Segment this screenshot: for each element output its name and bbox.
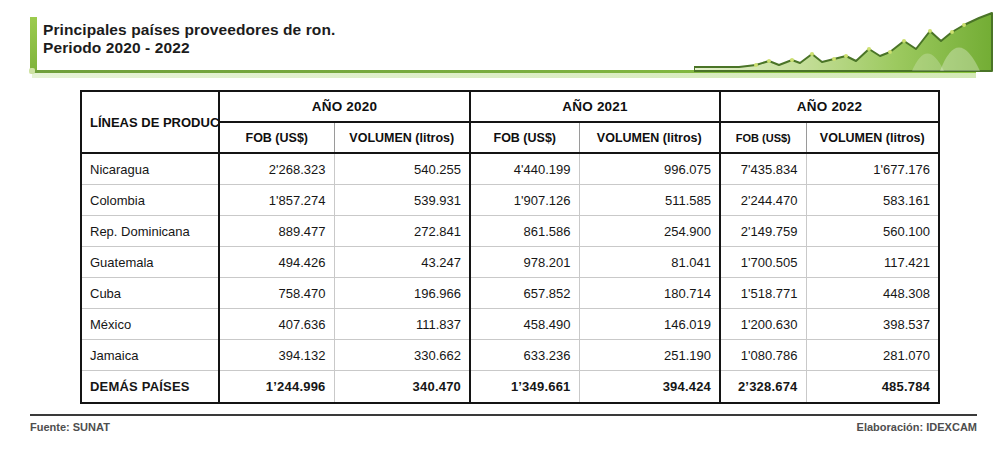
decorative-area-chart-icon — [694, 0, 996, 74]
cell-fob-2020: 1'857.274 — [219, 185, 334, 216]
row-label: México — [81, 309, 219, 340]
cell-fob-2022: 2’328.674 — [720, 371, 806, 404]
cell-fob-2021: 1'907.126 — [470, 185, 579, 216]
cell-volumen-2020: 330.662 — [334, 340, 470, 371]
table-row-colombia: Colombia 1'857.274 539.931 1'907.126 511… — [81, 185, 939, 216]
table-row-jamaica: Jamaica 394.132 330.662 633.236 251.190 … — [81, 340, 939, 371]
cell-fob-2020: 1’244.996 — [219, 371, 334, 404]
year-header-row: LÍNEAS DE PRODUCTOS AÑO 2020 AÑO 2021 AÑ… — [81, 91, 939, 122]
title-line1: Principales países proveedores de ron. — [43, 21, 335, 39]
header-divider-dot — [29, 68, 35, 74]
cell-volumen-2021: 81.041 — [579, 247, 720, 278]
row-label: Cuba — [81, 278, 219, 309]
cell-volumen-2020: 111.837 — [334, 309, 470, 340]
source-text: Fuente: SUNAT — [30, 421, 110, 433]
cell-fob-2020: 889.477 — [219, 216, 334, 247]
row-label: Guatemala — [81, 247, 219, 278]
cell-volumen-2021: 394.424 — [579, 371, 720, 404]
cell-volumen-2022: 583.161 — [806, 185, 939, 216]
cell-fob-2022: 2'149.759 — [720, 216, 806, 247]
cell-fob-2021: 458.490 — [470, 309, 579, 340]
title-line2: Periodo 2020 - 2022 — [43, 39, 335, 57]
cell-fob-2021: 861.586 — [470, 216, 579, 247]
cell-volumen-2022: 485.784 — [806, 371, 939, 404]
year-header-2020: AÑO 2020 — [219, 91, 470, 122]
cell-volumen-2022: 398.537 — [806, 309, 939, 340]
cell-fob-2021: 1’349.661 — [470, 371, 579, 404]
cell-fob-2021: 978.201 — [470, 247, 579, 278]
cell-volumen-2021: 180.714 — [579, 278, 720, 309]
elaboration-text: Elaboración: IDEXCAM — [857, 421, 977, 433]
footer-divider — [30, 414, 977, 416]
year-header-2021: AÑO 2021 — [470, 91, 720, 122]
table-row-demas-paises: DEMÁS PAÍSES 1’244.996 340.470 1’349.661… — [81, 371, 939, 404]
row-label: Jamaica — [81, 340, 219, 371]
cell-volumen-2022: 448.308 — [806, 278, 939, 309]
subheader-fob-2021: FOB (US$) — [470, 122, 579, 153]
cell-volumen-2021: 146.019 — [579, 309, 720, 340]
row-label: DEMÁS PAÍSES — [81, 371, 219, 404]
table-row-mexico: México 407.636 111.837 458.490 146.019 1… — [81, 309, 939, 340]
cell-fob-2021: 657.852 — [470, 278, 579, 309]
cell-volumen-2020: 539.931 — [334, 185, 470, 216]
cell-volumen-2020: 196.966 — [334, 278, 470, 309]
cell-volumen-2021: 511.585 — [579, 185, 720, 216]
table-row-guatemala: Guatemala 494.426 43.247 978.201 81.041 … — [81, 247, 939, 278]
row-label: Nicaragua — [81, 153, 219, 185]
subheader-fob-2020: FOB (US$) — [219, 122, 334, 153]
cell-volumen-2020: 340.470 — [334, 371, 470, 404]
cell-volumen-2020: 272.841 — [334, 216, 470, 247]
year-header-2022: AÑO 2022 — [720, 91, 939, 122]
cell-fob-2022: 1'700.505 — [720, 247, 806, 278]
cell-fob-2020: 494.426 — [219, 247, 334, 278]
cell-fob-2022: 7'435.834 — [720, 153, 806, 185]
cell-fob-2022: 1'518.771 — [720, 278, 806, 309]
row-label: Rep. Dominicana — [81, 216, 219, 247]
cell-fob-2022: 1'080.786 — [720, 340, 806, 371]
column-header-lineas-de-productos: LÍNEAS DE PRODUCTOS — [81, 91, 219, 153]
cell-fob-2022: 1'200.630 — [720, 309, 806, 340]
cell-fob-2021: 633.236 — [470, 340, 579, 371]
title-accent-bar — [30, 17, 37, 72]
cell-volumen-2020: 540.255 — [334, 153, 470, 185]
cell-volumen-2022: 281.070 — [806, 340, 939, 371]
cell-fob-2020: 758.470 — [219, 278, 334, 309]
cell-fob-2022: 2'244.470 — [720, 185, 806, 216]
data-table: LÍNEAS DE PRODUCTOS AÑO 2020 AÑO 2021 AÑ… — [80, 90, 940, 404]
subheader-volumen-2020: VOLUMEN (litros) — [334, 122, 470, 153]
cell-volumen-2021: 251.190 — [579, 340, 720, 371]
cell-fob-2020: 2'268.323 — [219, 153, 334, 185]
row-label: Colombia — [81, 185, 219, 216]
table-row-nicaragua: Nicaragua 2'268.323 540.255 4'440.199 99… — [81, 153, 939, 185]
cell-fob-2020: 407.636 — [219, 309, 334, 340]
cell-fob-2021: 4'440.199 — [470, 153, 579, 185]
report-figure: Principales países proveedores de ron. P… — [0, 0, 1002, 464]
cell-volumen-2021: 996.075 — [579, 153, 720, 185]
subheader-volumen-2021: VOLUMEN (litros) — [579, 122, 720, 153]
page-title: Principales países proveedores de ron. P… — [43, 21, 335, 57]
table-row-rep-dominicana: Rep. Dominicana 889.477 272.841 861.586 … — [81, 216, 939, 247]
cell-fob-2020: 394.132 — [219, 340, 334, 371]
cell-volumen-2022: 560.100 — [806, 216, 939, 247]
cell-volumen-2022: 117.421 — [806, 247, 939, 278]
table-row-cuba: Cuba 758.470 196.966 657.852 180.714 1'5… — [81, 278, 939, 309]
subheader-volumen-2022: VOLUMEN (litros) — [806, 122, 939, 153]
cell-volumen-2020: 43.247 — [334, 247, 470, 278]
cell-volumen-2022: 1'677.176 — [806, 153, 939, 185]
subheader-fob-2022: FOB (US$) — [720, 122, 806, 153]
cell-volumen-2021: 254.900 — [579, 216, 720, 247]
